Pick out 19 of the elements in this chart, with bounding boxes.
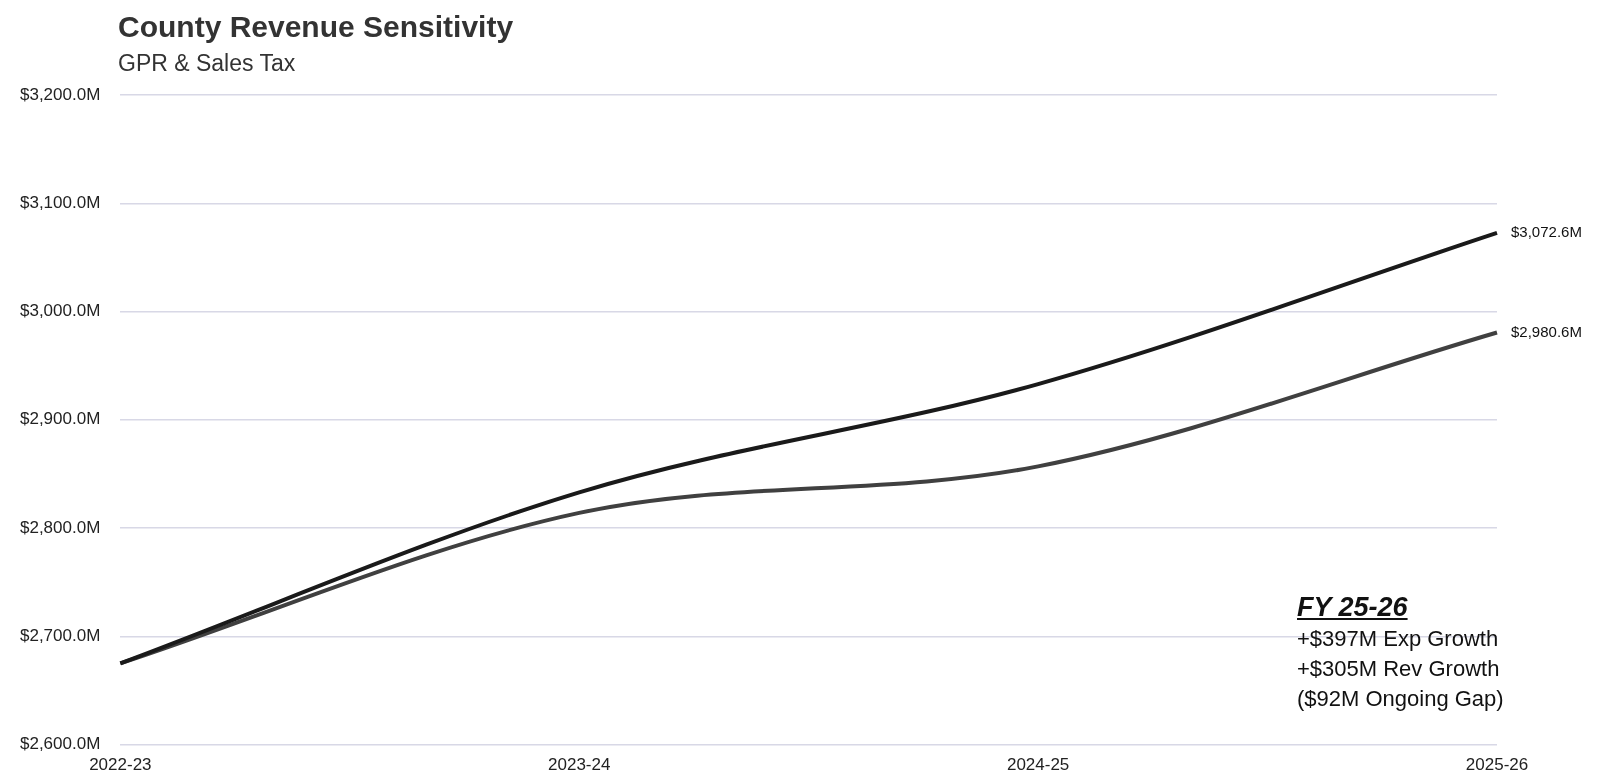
y-tick-label: $3,100.0M [19, 192, 101, 212]
annotation: ($92M Ongoing Gap) [1297, 685, 1504, 713]
y-tick-label: $2,800.0M [19, 517, 101, 537]
annotation: +$397M Exp Growth [1297, 625, 1500, 653]
annotation: +$305M Rev Growth [1297, 655, 1501, 683]
y-tick-label: $3,000.0M [19, 301, 101, 321]
y-tick-label: $2,600.0M [19, 734, 101, 754]
data-label: $3,072.6M [1511, 223, 1582, 241]
x-tick-label: 2024-25 [1006, 755, 1070, 775]
annotation: FY 25-26 [1297, 591, 1409, 624]
x-tick-label: 2025-26 [1465, 755, 1529, 775]
chart-title: County Revenue Sensitivity [118, 10, 514, 44]
data-label: $2,980.6M [1511, 322, 1582, 340]
y-tick-label: $3,200.0M [19, 84, 101, 104]
y-tick-label: $2,700.0M [19, 626, 101, 646]
x-tick-label: 2022-23 [89, 755, 152, 775]
chart-subtitle: GPR & Sales Tax [118, 50, 296, 77]
y-tick-label: $2,900.0M [19, 409, 101, 429]
x-tick-label: 2023-24 [548, 755, 611, 775]
